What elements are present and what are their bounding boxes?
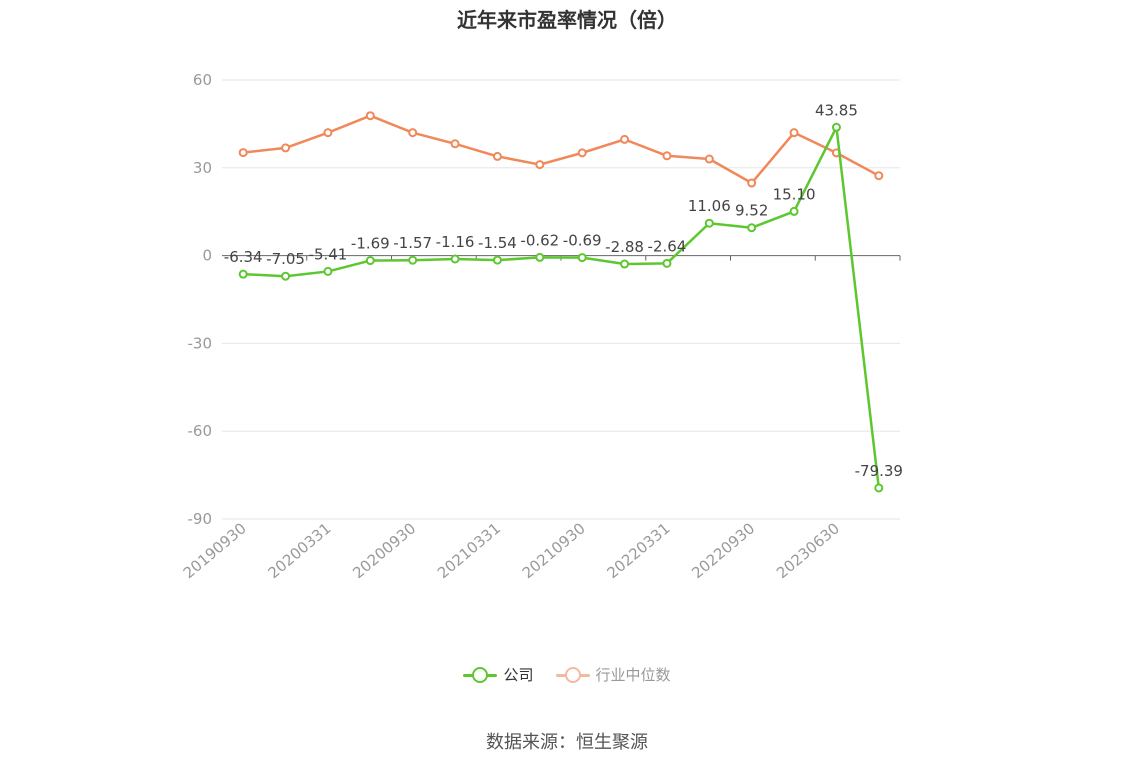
data-point-company [831,122,841,132]
data-point-company [408,255,418,265]
data-label-company: 15.10 [773,185,816,203]
data-point-company [747,223,757,233]
x-tick-label: 20200331 [264,519,334,582]
data-point-company [281,271,291,281]
data-point-industry [704,154,714,164]
data-point-industry [662,151,672,161]
data-label-company: -2.64 [648,237,687,255]
data-label-company: -5.41 [309,245,348,263]
data-label-company: -7.05 [266,250,305,268]
data-label-company: -1.57 [393,234,432,252]
data-label-company: 43.85 [815,101,858,119]
data-point-company [789,206,799,216]
data-point-company [535,252,545,262]
data-label-company: -1.69 [351,235,390,253]
data-point-industry [535,160,545,170]
legend-industry-label: 行业中位数 [595,666,671,684]
x-tick-label: 20200930 [349,519,419,582]
series-line-company [243,126,881,489]
data-labels: -6.34 -7.05 -5.41-1.69 -1.57 -1.16 -1.54 -0.62… [224,101,903,480]
data-point-company [662,258,672,268]
series-line-industry [243,114,880,185]
legend-company-label: 公司 [503,666,534,684]
y-tick-label: -30 [188,334,213,352]
chart-title: 近年来市盈率情况（倍） [457,8,677,32]
data-point-company [365,256,375,266]
data-label-company: -6.34 [224,248,263,266]
data-point-industry [577,148,587,158]
data-label-company: -1.16 [436,233,475,251]
grid-lines [222,79,900,520]
data-point-company [577,253,587,263]
data-label-company: -79.39 [855,462,903,480]
data-point-industry [492,151,502,161]
data-point-industry [238,148,248,158]
data-point-industry [450,139,460,149]
data-point-company [323,266,333,276]
y-tick-label: 0 [202,247,212,265]
x-tick-label: 20220930 [688,519,758,582]
data-label-company: -2.88 [605,238,644,256]
data-label-company: 9.52 [735,202,768,220]
data-point-company [874,483,884,493]
data-point-company [620,259,630,269]
legend: 公司 行业中位数 [0,664,1134,685]
data-point-industry [620,134,630,144]
data-label-company: -0.69 [563,232,602,250]
data-point-industry [408,128,418,138]
data-point-company [450,254,460,264]
data-point-company [238,269,248,279]
y-tick-label: -90 [188,510,213,528]
data-label-company: -1.54 [478,234,517,252]
data-label-company: -0.62 [520,231,559,249]
y-tick-label: 30 [193,159,212,177]
y-tick-label: -60 [188,422,213,440]
data-point-industry [874,171,884,181]
x-tick-label: 20190930 [180,519,250,582]
data-point-industry [323,128,333,138]
series-lines [238,111,884,493]
data-point-industry [281,143,291,153]
source-note: 数据来源：恒生聚源 [486,732,648,753]
data-point-company [704,218,714,228]
data-label-company: 11.06 [688,197,731,215]
x-tick-label: 20230630 [773,519,843,582]
legend-company-swatch-icon [463,666,498,683]
data-point-industry [365,111,375,121]
y-tick-label: 60 [193,71,212,89]
legend-industry-swatch-icon [555,666,590,683]
x-tick-label: 20220331 [603,519,673,582]
data-point-company [492,255,502,265]
legend-item-industry[interactable]: 行业中位数 [555,664,671,685]
data-point-industry [747,178,757,188]
data-point-industry [789,128,799,138]
x-tick-label: 20210331 [434,519,504,582]
x-tick-label: 20210930 [519,519,589,582]
legend-item-company[interactable]: 公司 [463,664,534,685]
